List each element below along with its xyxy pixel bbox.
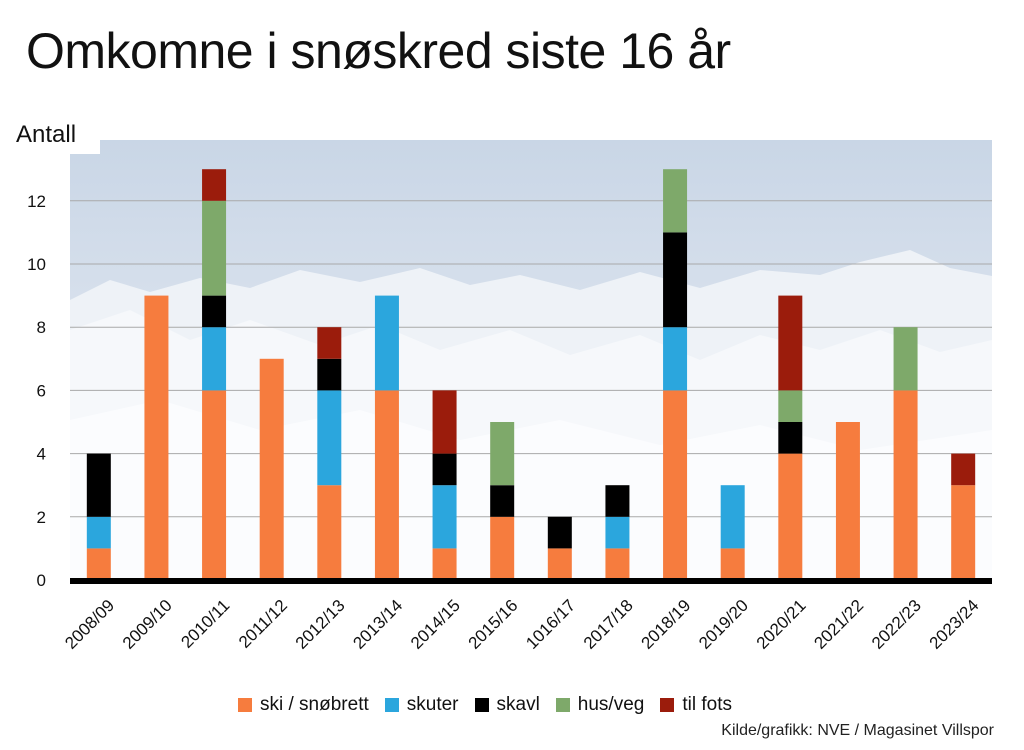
bar-segment	[778, 453, 803, 580]
bar-segment	[605, 548, 630, 580]
bar-segment	[778, 422, 803, 454]
x-tick-label: 2013/14	[349, 596, 406, 653]
x-tick-label: 2010/11	[177, 596, 233, 652]
bar-segment	[202, 169, 227, 201]
bar-segment	[202, 200, 227, 296]
bar-segment	[374, 295, 399, 391]
bar-segment	[663, 169, 688, 233]
bars	[86, 169, 976, 580]
bar-segment	[720, 485, 745, 549]
x-tick-label: 2019/20	[695, 596, 752, 653]
legend-label: ski / snøbrett	[260, 694, 369, 715]
y-axis-label: Antall	[6, 118, 100, 154]
bar-segment	[86, 453, 111, 517]
bar-segment	[432, 485, 457, 549]
bar-segment	[490, 422, 515, 486]
bar-segment	[835, 422, 860, 580]
bar-segment	[317, 327, 342, 359]
x-tick-label: 2014/15	[407, 596, 464, 653]
bar-segment	[720, 548, 745, 580]
legend-item: skavl	[474, 694, 540, 716]
bar-segment	[144, 295, 169, 580]
x-tick-label: 2020/21	[753, 596, 810, 653]
y-tick-label: 10	[27, 255, 46, 274]
legend-item: hus/veg	[555, 694, 645, 716]
bar-segment	[547, 516, 572, 549]
x-tick-label: 2021/22	[810, 596, 867, 653]
bar-segment	[317, 485, 342, 580]
bar-segment	[259, 358, 284, 580]
bar-segment	[663, 327, 688, 391]
x-tick-label: 2015/16	[465, 596, 522, 653]
bar-segment	[490, 516, 515, 580]
legend-swatch	[238, 698, 252, 712]
y-tick-label: 2	[37, 508, 46, 527]
y-tick-labels: 0 2 4 6 8 10 12	[27, 192, 46, 590]
x-tick-label: 2018/19	[637, 596, 694, 653]
y-tick-label: 12	[27, 192, 46, 211]
x-tick-labels: 2008/09 2009/10 2010/11 2011/12 2012/13 2013/…	[61, 596, 982, 653]
legend-label: til fots	[682, 694, 732, 715]
y-tick-label: 6	[37, 381, 46, 400]
legend-item: ski / snøbrett	[238, 694, 369, 716]
y-tick-label: 4	[37, 445, 46, 464]
x-tick-label: 2009/10	[119, 596, 176, 653]
x-tick-label: 2023/24	[926, 596, 983, 653]
legend-item: skuter	[384, 694, 459, 716]
bar-segment	[202, 390, 227, 580]
bar-segment	[202, 295, 227, 328]
bar-segment	[432, 453, 457, 486]
bar-segment	[202, 327, 227, 391]
legend-label: hus/veg	[577, 694, 645, 715]
x-axis-line	[70, 578, 992, 584]
bar-segment	[778, 390, 803, 422]
bar-segment	[432, 390, 457, 454]
x-tick-label: 2008/09	[61, 596, 118, 653]
legend-swatch	[384, 698, 399, 712]
x-tick-label: 1016/17	[522, 596, 579, 653]
legend-swatch	[474, 698, 489, 712]
bar-segment	[432, 548, 457, 580]
y-tick-label: 8	[37, 318, 46, 337]
legend-swatch	[660, 698, 675, 712]
legend-label: skuter	[406, 694, 459, 715]
x-tick-label: 2017/18	[580, 596, 637, 653]
bar-segment	[605, 516, 630, 549]
y-tick-label: 0	[37, 571, 46, 590]
x-tick-label: 2012/13	[292, 596, 349, 653]
legend: ski / snøbrett skuter skavl hus/veg til fots	[238, 694, 748, 716]
x-tick-label: 2022/23	[868, 596, 925, 653]
bar-segment	[663, 232, 688, 328]
bar-segment	[893, 327, 918, 391]
x-tick-label: 2011/12	[235, 596, 291, 652]
bar-segment	[317, 390, 342, 486]
bar-segment	[663, 390, 688, 580]
bar-segment	[893, 390, 918, 580]
bar-segment	[951, 485, 976, 580]
bar-segment	[605, 485, 630, 517]
bar-segment	[547, 548, 572, 580]
bar-segment	[778, 295, 803, 391]
bar-segment	[317, 358, 342, 391]
bar-segment	[490, 485, 515, 517]
legend-swatch	[555, 698, 570, 712]
bar-segment	[86, 516, 111, 549]
legend-item: til fots	[660, 694, 732, 716]
bar-segment	[951, 453, 976, 486]
source-credit: Kilde/grafikk: NVE / Magasinet Villspor	[721, 722, 994, 739]
bar-segment	[86, 548, 111, 580]
legend-label: skavl	[496, 694, 540, 715]
bar-segment	[374, 390, 399, 580]
chart-title: Omkomne i snøskred siste 16 år	[26, 23, 731, 79]
